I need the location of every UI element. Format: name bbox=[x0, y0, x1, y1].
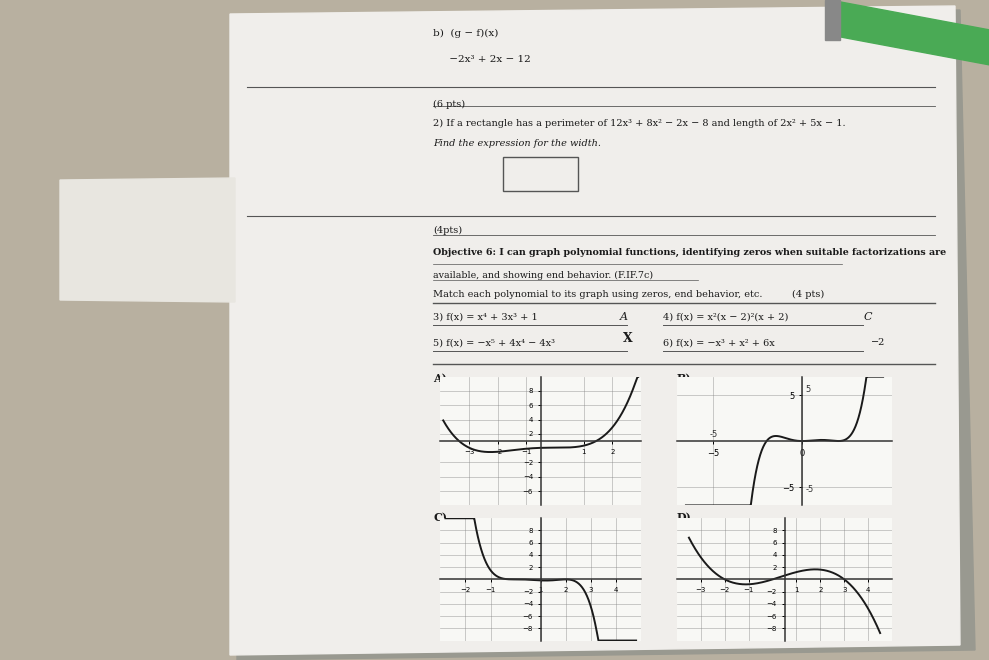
Text: A: A bbox=[619, 312, 628, 322]
Text: Objective 6: I can graph polynomial functions, identifying zeros when suitable f: Objective 6: I can graph polynomial func… bbox=[433, 248, 946, 257]
Text: B): B) bbox=[676, 374, 691, 385]
Text: C: C bbox=[863, 312, 872, 322]
Text: available, and showing end behavior. (F.IF.7c): available, and showing end behavior. (F.… bbox=[433, 271, 654, 280]
Text: 5) f(x) = −x⁵ + 4x⁴ − 4x³: 5) f(x) = −x⁵ + 4x⁴ − 4x³ bbox=[433, 338, 555, 347]
Polygon shape bbox=[237, 10, 975, 660]
Text: D): D) bbox=[676, 512, 691, 523]
Text: −2x³ + 2x − 12: −2x³ + 2x − 12 bbox=[433, 55, 531, 64]
Text: b)  (g − f)(x): b) (g − f)(x) bbox=[433, 29, 498, 38]
Text: -5: -5 bbox=[805, 484, 813, 494]
Text: Match each polynomial to its graph using zeros, end behavior, etc.: Match each polynomial to its graph using… bbox=[433, 290, 763, 299]
Text: −2: −2 bbox=[870, 338, 885, 347]
Text: 4) f(x) = x²(x − 2)²(x + 2): 4) f(x) = x²(x − 2)²(x + 2) bbox=[663, 312, 788, 321]
Text: 3) f(x) = x⁴ + 3x³ + 1: 3) f(x) = x⁴ + 3x³ + 1 bbox=[433, 312, 538, 321]
Polygon shape bbox=[60, 178, 235, 302]
Text: -5: -5 bbox=[709, 430, 717, 440]
Polygon shape bbox=[230, 6, 960, 655]
Text: Find the expression for the width.: Find the expression for the width. bbox=[433, 139, 601, 148]
Text: (4 pts): (4 pts) bbox=[791, 290, 824, 299]
Text: A): A) bbox=[433, 374, 447, 385]
Text: 5: 5 bbox=[805, 385, 810, 394]
Text: 6) f(x) = −x³ + x² + 6x: 6) f(x) = −x³ + x² + 6x bbox=[663, 338, 774, 347]
Text: C): C) bbox=[433, 512, 447, 523]
Text: 2) If a rectangle has a perimeter of 12x³ + 8x² − 2x − 8 and length of 2x² + 5x : 2) If a rectangle has a perimeter of 12x… bbox=[433, 119, 846, 129]
Text: (4pts): (4pts) bbox=[433, 226, 462, 234]
Polygon shape bbox=[830, 0, 989, 65]
Polygon shape bbox=[825, 0, 840, 40]
Text: (6 pts): (6 pts) bbox=[433, 100, 465, 109]
Text: X: X bbox=[623, 331, 633, 345]
